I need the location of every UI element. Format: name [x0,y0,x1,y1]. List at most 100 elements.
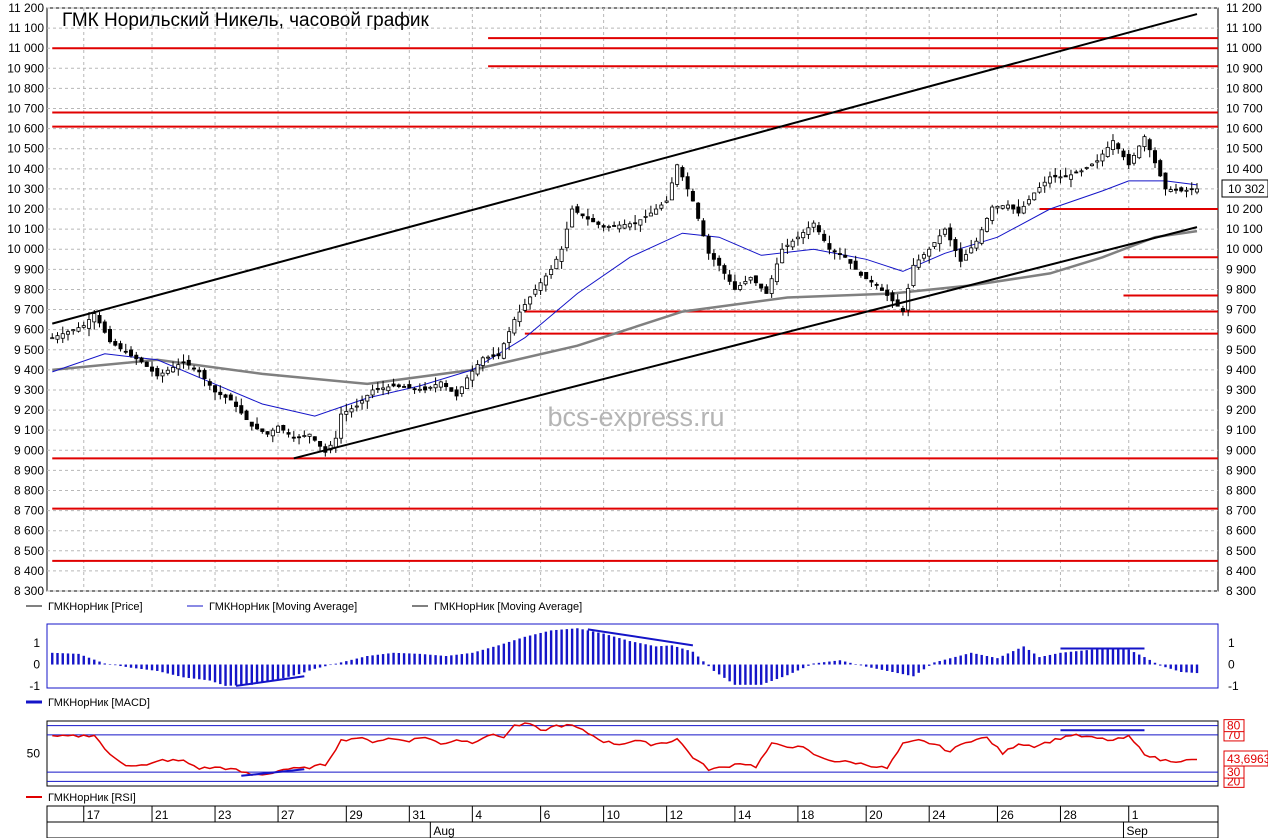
price-candle-body [1116,143,1121,150]
price-candle-body [643,216,648,218]
price-candle-body [108,329,113,343]
price-candle-body [528,296,533,305]
macd-bar [933,662,936,665]
macd-bar [166,664,169,674]
macd-bar [639,643,642,665]
rsi-tick-label-right: 80 [1227,719,1241,733]
macd-bar [360,657,364,665]
macd-bar [334,663,338,665]
macd-bar [765,664,768,683]
macd-bar [927,664,931,666]
month-label: Sep [1126,824,1148,838]
last-price-label: 10 302 [1228,182,1265,196]
price-tick-label-right: 10 400 [1226,162,1263,176]
macd-bar [822,662,826,665]
price-candle-body [87,319,92,329]
price-candle-body [113,341,118,346]
price-candle-body [1089,163,1094,167]
macd-bar [303,664,306,673]
price-candle-body [696,202,701,219]
price-candle-body [627,223,632,228]
time-tick-label: 18 [801,808,815,822]
price-candle-body [76,327,81,332]
last-price-marker: 10 302 [1221,179,1268,198]
macd-bar [434,655,437,665]
price-candle-body [475,364,480,375]
price-candle-body [1163,172,1168,190]
price-tick-label-right: 9 600 [1226,323,1256,337]
macd-bar [392,652,395,665]
price-candle-body [869,279,874,283]
macd-bar [355,658,359,665]
macd-bar [502,643,506,665]
macd-bar [1132,652,1136,665]
macd-bar [691,651,695,665]
macd-bar [754,664,758,685]
macd-bar [1017,648,1020,665]
macd-bar [471,652,474,665]
macd-bars [51,628,1199,686]
price-candle-body [669,182,674,201]
price-candle-body [354,405,359,408]
price-candle-body [774,263,779,283]
price-candle-body [690,191,695,202]
price-candle-body [444,383,449,388]
macd-bar [114,664,117,666]
price-candle-body [144,361,149,367]
macd-bar [991,657,994,665]
price-candle-body [339,413,344,439]
macd-legend-label: ГМКНорНик [MACD] [48,697,150,709]
price-candle-body [386,386,391,392]
price-candle-body [848,259,853,264]
macd-bar [192,664,196,679]
price-candle-body [1074,171,1079,174]
macd-bar [261,664,264,683]
macd-bar [98,661,101,665]
price-candle-body [486,356,491,359]
price-candle-body [480,357,485,366]
macd-bar [1106,648,1109,665]
price-candle-body [197,369,202,373]
price-candle-body [638,219,643,226]
time-tick-label: 20 [869,808,883,822]
price-tick-label-left: 8 800 [14,483,44,497]
price-tick-label-left: 9 900 [14,262,44,276]
rsi-tick-label-right: 30 [1227,765,1241,779]
price-candle-body [417,388,422,391]
macd-bar [255,664,259,684]
macd-bar [513,640,516,665]
price-tick-label-left: 10 200 [7,202,44,216]
macd-bar [770,664,773,681]
price-candle-body [1063,175,1068,178]
price-tick-label-left: 9 200 [14,403,44,417]
rsi-panel-frame [46,720,1219,787]
macd-bar [1085,650,1088,665]
rsi-last-value-label: 43,6963 [1227,752,1268,766]
price-candle-body [969,247,974,254]
macd-tick-label-right: -1 [1228,679,1239,693]
price-candle-body [911,264,916,287]
macd-bar [224,664,227,686]
macd-bar [649,645,653,665]
macd-bar [318,664,322,668]
price-candle-body [974,240,979,249]
price-tick-label-left: 10 300 [7,182,44,196]
macd-bar [796,664,800,671]
price-candle-body [890,292,895,302]
macd-bar [885,664,889,671]
price-tick-label-right: 10 700 [1226,102,1263,116]
macd-bar [87,657,91,665]
price-candle-body [958,248,963,262]
price-candle-body [790,240,795,248]
macd-bar [560,629,563,665]
macd-bar [628,641,632,665]
macd-bar [1159,664,1162,666]
price-tick-label-left: 9 300 [14,383,44,397]
price-candle-body [732,281,737,290]
price-candle-body [465,377,470,390]
macd-bar [507,641,511,665]
macd-bar [119,664,122,667]
macd-bar [528,635,532,665]
macd-bar [371,655,374,665]
price-candle-body [344,411,349,415]
